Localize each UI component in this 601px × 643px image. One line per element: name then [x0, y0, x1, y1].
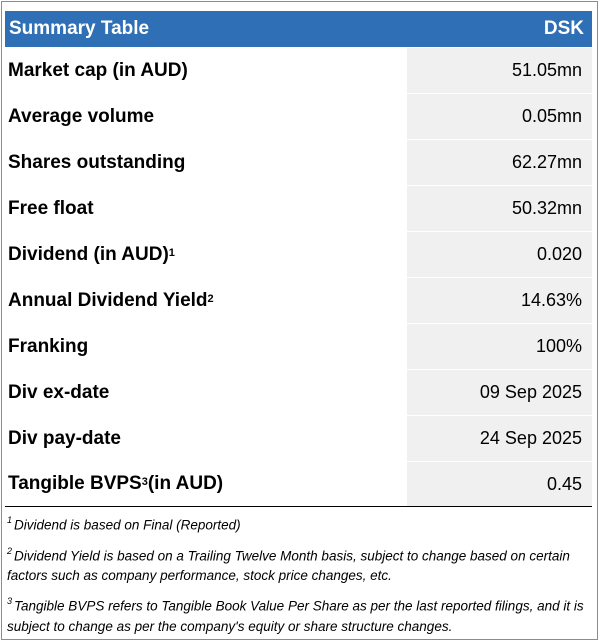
row-label: Tangible BVPS 3 (in AUD) — [5, 462, 405, 506]
summary-rows: Market cap (in AUD) 51.05mn Average volu… — [5, 47, 592, 507]
row-label: Market cap (in AUD) — [5, 48, 405, 93]
footnote-2: 2 Dividend Yield is based on a Trailing T… — [7, 545, 570, 584]
footnote-marker: 3 — [141, 476, 148, 488]
row-label: Div ex-date — [5, 370, 405, 415]
row-value: 51.05mn — [405, 48, 592, 93]
row-label: Dividend (in AUD) 1 — [5, 232, 405, 277]
row-value: 0.05mn — [405, 94, 592, 139]
row-label: Shares outstanding — [5, 140, 405, 185]
table-row: Shares outstanding 62.27mn — [5, 139, 592, 185]
table-row: Tangible BVPS 3 (in AUD) 0.45 — [5, 461, 592, 507]
table-row: Free float 50.32mn — [5, 185, 592, 231]
footnote-marker: 2 — [207, 292, 214, 305]
row-value: 62.27mn — [405, 140, 592, 185]
footnotes: 1 Dividend is based on Final (Reported) 2… — [7, 511, 592, 643]
row-label: Franking — [5, 324, 405, 369]
table-header: Summary Table DSK — [5, 11, 592, 47]
footnote-1: 1 Dividend is based on Final (Reported) — [7, 515, 241, 533]
row-value: 0.020 — [405, 232, 592, 277]
row-label: Annual Dividend Yield 2 — [5, 278, 405, 323]
table-row: Dividend (in AUD) 1 0.020 — [5, 231, 592, 277]
table-row: Annual Dividend Yield 2 14.63% — [5, 277, 592, 323]
table-row: Average volume 0.05mn — [5, 93, 592, 139]
row-label: Average volume — [5, 94, 405, 139]
row-label: Div pay-date — [5, 416, 405, 461]
table-row: Market cap (in AUD) 51.05mn — [5, 47, 592, 93]
footnote-3: 3 Tangible BVPS refers to Tangible Book V… — [7, 596, 584, 634]
row-value: 50.32mn — [405, 186, 592, 231]
row-value: 100% — [405, 324, 592, 369]
table-title: Summary Table — [9, 18, 150, 39]
table-row: Div pay-date 24 Sep 2025 — [5, 415, 592, 461]
ticker-label: DSK — [543, 18, 584, 39]
table-row: Franking 100% — [5, 323, 592, 369]
row-value: 09 Sep 2025 — [405, 370, 592, 415]
row-value: 14.63% — [405, 278, 592, 323]
table-row: Div ex-date 09 Sep 2025 — [5, 369, 592, 415]
footnote-marker: 1 — [168, 246, 175, 259]
row-value: 0.45 — [405, 462, 592, 506]
row-value: 24 Sep 2025 — [405, 416, 592, 461]
row-label: Free float — [5, 186, 405, 231]
